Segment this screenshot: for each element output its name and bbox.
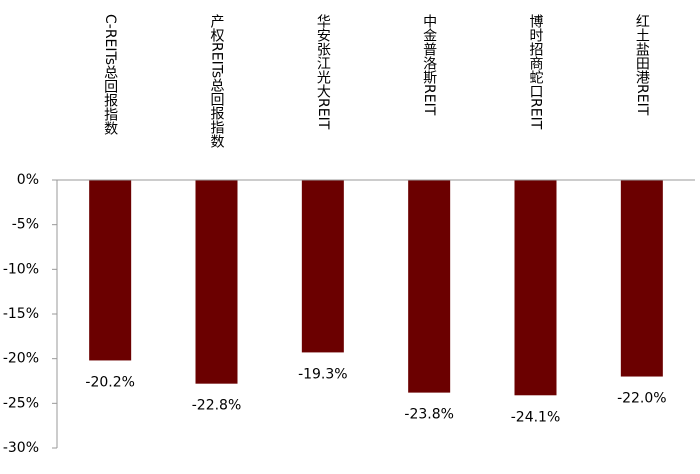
category-label: 华安张江光大REIT [315, 14, 331, 130]
bar [195, 180, 238, 384]
bar [301, 180, 344, 353]
value-label: -22.8% [192, 398, 242, 414]
bar [408, 180, 451, 393]
bar [514, 180, 557, 396]
category-label: 红土盐田港REIT [634, 14, 650, 116]
category-label: 产权REITs总回报指数 [209, 14, 225, 149]
category-label: 博时招商蛇口REIT [528, 13, 544, 129]
bar [89, 180, 132, 361]
y-tick-label: 0% [17, 172, 39, 188]
y-tick-label: -15% [3, 306, 39, 322]
bar [620, 180, 663, 377]
value-label: -20.2% [85, 374, 135, 390]
category-label: C-REITs总回报指数 [102, 14, 118, 135]
category-label: 中金普洛斯REIT [421, 14, 437, 116]
y-tick-label: -5% [12, 217, 39, 233]
value-label: -24.1% [511, 409, 561, 425]
value-label: -22.0% [617, 391, 667, 407]
y-tick-label: -20% [3, 351, 39, 367]
y-tick-label: -30% [3, 440, 39, 456]
y-tick-label: -25% [3, 395, 39, 411]
y-tick-label: -10% [3, 261, 39, 277]
value-label: -19.3% [298, 366, 348, 382]
value-label: -23.8% [404, 407, 454, 423]
